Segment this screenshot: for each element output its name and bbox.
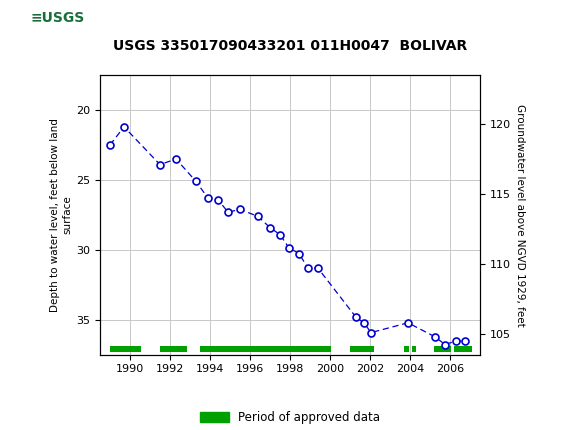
Y-axis label: Depth to water level, feet below land
surface: Depth to water level, feet below land su… bbox=[50, 118, 72, 312]
Y-axis label: Groundwater level above NGVD 1929, feet: Groundwater level above NGVD 1929, feet bbox=[515, 104, 525, 326]
Legend: Period of approved data: Period of approved data bbox=[200, 412, 380, 424]
Text: USGS 335017090433201 011H0047  BOLIVAR: USGS 335017090433201 011H0047 BOLIVAR bbox=[113, 39, 467, 53]
FancyBboxPatch shape bbox=[6, 2, 110, 35]
Text: ≡USGS: ≡USGS bbox=[31, 11, 85, 25]
